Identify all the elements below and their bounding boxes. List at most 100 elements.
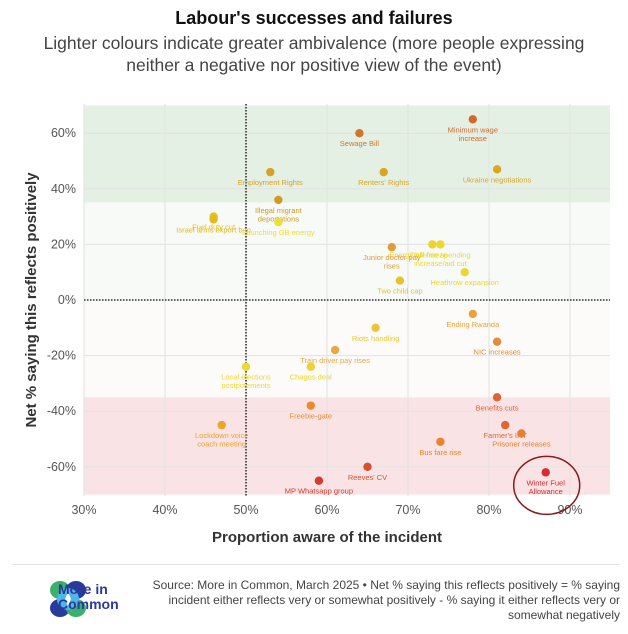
data-point-employment-rights: Employment Rights [238,167,303,187]
data-point-marker [209,215,218,224]
data-point-label: Junior doctor pay [363,253,421,262]
data-point-energy-bill-freeze: Energy bill freeze [389,240,447,259]
data-point-label: Two child cap [377,287,422,296]
data-point-marker [274,217,283,227]
x-tick-label: 40% [152,503,177,517]
x-axis-ticks: 30% 40% 50% 60% 70% 80% 90% [71,503,582,517]
reference-lines [84,104,610,496]
data-point-israel-arms-export-ban: Israel arms export ban [176,215,251,234]
data-point-marker [330,345,340,355]
data-point-bus-fare-rise: Bus fare rise [419,437,461,457]
data-point-label: increase [459,134,487,143]
background-bands [84,105,610,495]
more-in-common-logo-icon [50,581,86,617]
data-point-two-child-cap: Two child cap [377,276,423,296]
data-point-marker [468,309,477,319]
source-note: Source: More in Common, March 2025 • Net… [152,578,620,622]
data-point-label: postpotements [221,381,270,390]
data-point-marker [436,437,445,446]
data-point-marker [306,401,315,410]
data-point-label: Prisoner releases [492,439,551,448]
y-axis-title: Net % saying this reflects positively [23,172,40,428]
logo-wordmark: More in Common [58,582,119,612]
data-point-benefits-cuts: Benefits cuts [476,393,519,412]
data-point-marker [387,242,396,252]
data-point-marker [395,276,405,285]
data-point-ukraine-negotiations: Ukraine negotiations [463,165,532,184]
data-point-chagos-deal: Chagos deal [290,362,332,382]
data-point-marker [492,337,502,346]
y-axis-ticks: 60% 40% 20% 0% -20% -40% -60% [47,126,76,474]
data-point-label: Freebie-gate [290,412,333,421]
data-point-label: NIC increases [474,348,521,357]
data-point-label: Illegal migrant [255,206,303,215]
data-point-label: Employment Rights [238,178,303,187]
logo-text-line1: More in [58,581,108,597]
x-tick-label: 70% [395,503,420,517]
data-point-label: Winter Fuel [527,478,566,487]
x-tick-label: 50% [233,503,258,517]
data-point-label: Chagos deal [290,373,332,382]
data-point-marker [266,167,275,177]
data-point-freebie-gate: Freebie-gate [290,401,333,421]
chart-subtitle: Lighter colours indicate greater ambival… [43,33,585,75]
data-point-label: Fuel duty cut [192,223,236,232]
data-point-marker [217,420,226,430]
chart-title: Labour's successes and failures [175,8,453,28]
band-neutral-negative [84,300,610,398]
y-tick-label: 60% [51,126,76,140]
data-point-label: Minimum wage [448,125,498,134]
data-point-label: Train driver pay rises [300,356,370,365]
data-point-ending-rwanda: Ending Rwanda [446,309,500,329]
data-point-marker [428,240,437,249]
data-point-label: Bus fare rise [419,448,461,457]
data-point-label: Allowance [529,487,563,496]
data-point-label: Farmer's IHT [483,431,527,440]
x-axis-title: Proportion aware of the incident [212,529,442,546]
data-point-marker [501,420,510,430]
data-point-sewage-bill: Sewage Bill [340,129,380,148]
data-point-marker [517,429,526,438]
x-tick-label: 80% [476,503,501,517]
data-point-marker [306,362,315,371]
highlight-circle [512,455,581,516]
data-point-marker [541,468,550,477]
data-point-renters-rights: Renters' Rights [358,167,409,187]
y-tick-label: 40% [51,182,76,196]
data-point-reeves-cv: Reeves' CV [348,462,387,482]
data-point-marker [460,268,469,277]
data-point-label: Renters' Rights [358,178,409,187]
data-point-label: Ending Rwanda [446,320,500,329]
data-point-label: rises [384,262,400,271]
data-point-mp-whatsapp-group: MP Whatsapp group [285,476,353,496]
data-point-marker [274,195,283,205]
x-tick-label: 90% [557,503,582,517]
data-point-label: Reeves' CV [348,473,387,482]
data-point-label: Ukraine negotiations [463,175,532,184]
data-point-label: Defence spending [410,250,470,259]
data-point-nic-increases: NIC increases [474,337,521,357]
data-point-label: Heathrow expansion [431,278,499,287]
data-point-label: Benefits cuts [476,403,519,412]
data-point-label: Launching GB energy [242,228,315,237]
data-point-label: Sewage Bill [340,139,380,148]
data-point-marker [436,240,445,249]
data-point-marker [379,167,388,177]
data-point-label: Energy bill freeze [389,250,447,259]
y-tick-label: -60% [47,460,76,474]
data-point-label: Riots handling [352,334,400,343]
data-point-label: Local elections [221,373,271,382]
data-point-train-driver-pay-rises: Train driver pay rises [300,345,370,365]
data-point-marker [371,323,380,332]
data-point-label: Israel arms export ban [176,225,251,234]
data-point-farmer-s-iht: Farmer's IHT [483,420,527,440]
data-point-label: MP Whatsapp group [285,487,353,496]
data-point-launching-gb-energy: Launching GB energy [242,217,315,237]
data-point-label: Lockdown voice [195,431,248,440]
